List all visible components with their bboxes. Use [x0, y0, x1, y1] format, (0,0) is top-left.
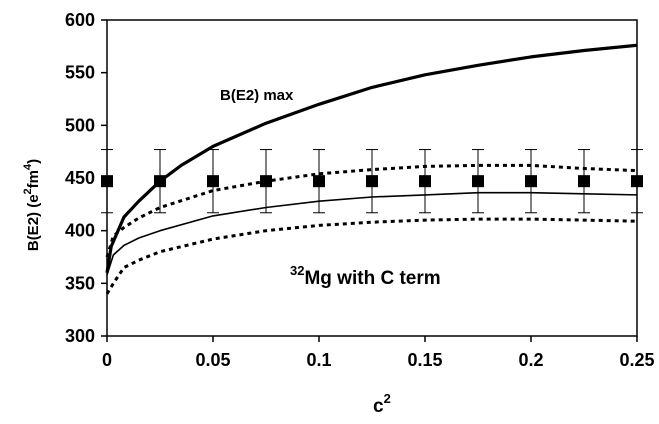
x-axis-title-sup: 2	[384, 391, 391, 406]
mg-superscript: 32	[290, 263, 304, 278]
y-tick-label: 350	[65, 273, 95, 293]
series-line-dotted-upper	[105, 163, 638, 258]
y-axis-title-part2: fm	[25, 170, 42, 188]
data-point-marker	[207, 175, 219, 188]
y-axis-title-part1: B(E2) (e	[25, 194, 42, 251]
data-point-marker	[260, 175, 272, 188]
data-point-marker	[101, 175, 113, 188]
x-tick-label: 0	[102, 350, 112, 370]
x-tick-label: 0.1	[306, 350, 331, 370]
data-point-marker	[313, 175, 325, 188]
x-axis-title: c2	[373, 391, 391, 417]
data-point-marker	[472, 175, 484, 188]
data-point-marker	[631, 175, 643, 188]
data-point-marker	[154, 175, 166, 188]
y-tick-label: 400	[65, 221, 95, 241]
y-tick-label: 450	[65, 168, 95, 188]
mg-text: Mg with C term	[304, 268, 440, 289]
series-line-thin-solid	[106, 191, 638, 276]
x-axis-title-main: c	[373, 396, 384, 417]
y-tick-label: 500	[65, 115, 95, 135]
experiment-layer	[101, 149, 643, 214]
y-tick-label: 600	[65, 10, 95, 30]
y-axis-title-sup1: 2	[22, 188, 34, 194]
series-line-thick-solid	[105, 43, 638, 274]
x-tick-label: 0.2	[518, 350, 543, 370]
data-point-marker	[525, 175, 537, 188]
y-axis-title-part3: )	[25, 159, 42, 164]
tick-layer: 300 350 400 450 500 550 600 0 0.05 0.1 0.15 0.2 0.25	[65, 10, 655, 370]
y-axis-title: B(E2) (e2fm4)	[22, 159, 42, 251]
x-tick-label: 0.05	[195, 350, 230, 370]
x-tick-label: 0.25	[619, 350, 654, 370]
data-point-marker	[366, 175, 378, 188]
series-line-dotted-lower	[105, 217, 638, 295]
data-point-marker	[419, 175, 431, 188]
y-tick-label: 550	[65, 63, 95, 83]
mg-annotation: 32Mg with C term	[290, 263, 441, 289]
x-tick-label: 0.15	[407, 350, 442, 370]
y-tick-label: 300	[65, 326, 95, 346]
bmax-annotation: B(E2) max	[220, 87, 294, 104]
series-layer	[105, 43, 638, 295]
y-axis-title-sup2: 4	[22, 163, 34, 170]
data-point-marker	[578, 175, 590, 188]
